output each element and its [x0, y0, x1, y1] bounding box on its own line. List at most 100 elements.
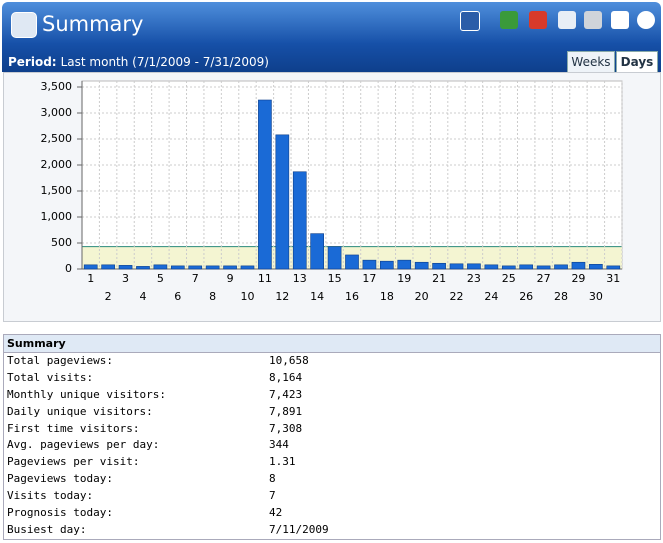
- y-tick-label: 500: [51, 236, 72, 249]
- table-row: Pageviews per visit: 1.31: [4, 454, 660, 471]
- print-icon[interactable]: [584, 11, 602, 29]
- bar: [536, 265, 551, 270]
- x-tick-label: 26: [519, 290, 533, 303]
- bar: [188, 265, 203, 270]
- bar: [554, 264, 568, 270]
- table-row: Daily unique visitors: 7,891: [4, 404, 660, 421]
- cell-label: Total pageviews:: [7, 354, 113, 367]
- x-tick-label: 30: [589, 290, 603, 303]
- x-tick-label: 13: [293, 272, 307, 285]
- cell-label: First time visitors:: [7, 421, 140, 435]
- xml-icon[interactable]: [558, 11, 576, 29]
- x-tick-label: 21: [432, 272, 446, 285]
- bar: [118, 265, 133, 270]
- cell-value: 7/11/2009: [269, 522, 329, 536]
- bar: [432, 262, 446, 270]
- x-tick-label: 23: [467, 272, 481, 285]
- plot-area: [81, 80, 623, 270]
- table-row: Busiest day: 7/11/2009: [4, 522, 660, 539]
- y-tick-label: 2,500: [41, 132, 73, 145]
- cell-value: 7,308: [269, 421, 303, 435]
- x-tick-label: 24: [484, 290, 498, 303]
- bar: [345, 254, 359, 270]
- bar: [484, 264, 499, 270]
- y-tick-label: 3,000: [41, 106, 73, 119]
- x-tick-label: 12: [275, 290, 289, 303]
- excel-icon[interactable]: [500, 11, 518, 29]
- table-row: Prognosis today: 42: [4, 505, 660, 522]
- cell-value: 7,423: [269, 387, 303, 401]
- period-label: Period:: [8, 55, 57, 69]
- bar: [205, 265, 220, 270]
- header: Summary Period: Last month (7/1/2009 - 7/…: [2, 2, 661, 73]
- bar: [223, 265, 237, 270]
- y-tick-label: 1,000: [41, 210, 73, 223]
- y-tick-label: 3,500: [41, 80, 73, 93]
- header-title: Summary: [42, 12, 144, 36]
- cell-value: 10,658: [269, 354, 309, 367]
- pdf-icon[interactable]: [529, 11, 547, 29]
- cell-value: 1.31: [269, 455, 296, 469]
- table-row: Visits today: 7: [4, 488, 660, 505]
- x-tick-label: 14: [310, 290, 324, 303]
- bar: [519, 264, 534, 270]
- x-tick-label: 31: [606, 272, 620, 285]
- tab[interactable]: Weeks: [567, 51, 615, 73]
- cell-label: Avg. pageviews per day:: [7, 438, 160, 452]
- bar: [153, 264, 168, 270]
- bar: [170, 265, 185, 270]
- period-text: Last month (7/1/2009 - 7/31/2009): [60, 55, 269, 69]
- x-tick-label: 10: [240, 290, 254, 303]
- bar: [571, 261, 586, 270]
- bar: [397, 259, 412, 270]
- tab[interactable]: Days: [616, 51, 658, 73]
- x-tick-label: 17: [362, 272, 376, 285]
- cell-label: Total visits:: [7, 370, 94, 384]
- help-icon[interactable]: [637, 11, 655, 29]
- table-row: Pageviews today: 8: [4, 471, 660, 488]
- app-icon: [11, 12, 37, 38]
- x-tick-label: 15: [328, 272, 342, 285]
- bar: [380, 260, 394, 270]
- x-tick-label: 2: [105, 290, 112, 303]
- x-tick-label: 11: [258, 272, 272, 285]
- x-tick-label: 6: [174, 290, 181, 303]
- refresh-icon[interactable]: [460, 11, 480, 31]
- cell-label: Pageviews per visit:: [7, 455, 140, 469]
- bar: [310, 233, 324, 270]
- cell-value: 8: [269, 472, 276, 486]
- bar: [136, 266, 150, 270]
- period: Period: Last month (7/1/2009 - 7/31/2009): [8, 55, 269, 69]
- bar: [327, 246, 342, 270]
- email-icon[interactable]: [611, 11, 629, 29]
- x-tick-label: 8: [209, 290, 216, 303]
- bar: [275, 134, 290, 270]
- cell-value: 344: [269, 438, 289, 452]
- bar: [606, 265, 621, 270]
- x-tick-label: 7: [192, 272, 199, 285]
- x-tick-label: 16: [345, 290, 359, 303]
- summary-table: Summary Total pageviews: 10,658 Total visi…: [3, 334, 661, 540]
- cell-label: Busiest day:: [7, 522, 87, 536]
- bar: [240, 265, 255, 270]
- bar: [292, 171, 307, 270]
- y-tick-label: 0: [65, 262, 72, 275]
- table-row: First time visitors: 7,308: [4, 421, 660, 438]
- chart-panel: 0 500 1,000 1,500 2,000 2,500 3,000 3,500 1 2 3 4 5 6…: [3, 72, 661, 322]
- x-tick-label: 29: [571, 272, 585, 285]
- x-tick-label: 1: [87, 272, 94, 285]
- bar: [258, 99, 272, 270]
- cell-label: Daily unique visitors:: [7, 404, 153, 418]
- x-tick-label: 28: [554, 290, 568, 303]
- table-row: Monthly unique visitors: 7,423: [4, 387, 660, 404]
- cell-value: 7,891: [269, 404, 303, 418]
- x-tick-label: 5: [157, 272, 164, 285]
- cell-value: 7: [269, 489, 276, 503]
- bar: [589, 264, 603, 270]
- bar: [449, 263, 464, 270]
- bar: [414, 261, 429, 270]
- cell-value: 8,164: [269, 370, 303, 384]
- table-title: Summary: [4, 335, 660, 353]
- bar: [467, 263, 481, 270]
